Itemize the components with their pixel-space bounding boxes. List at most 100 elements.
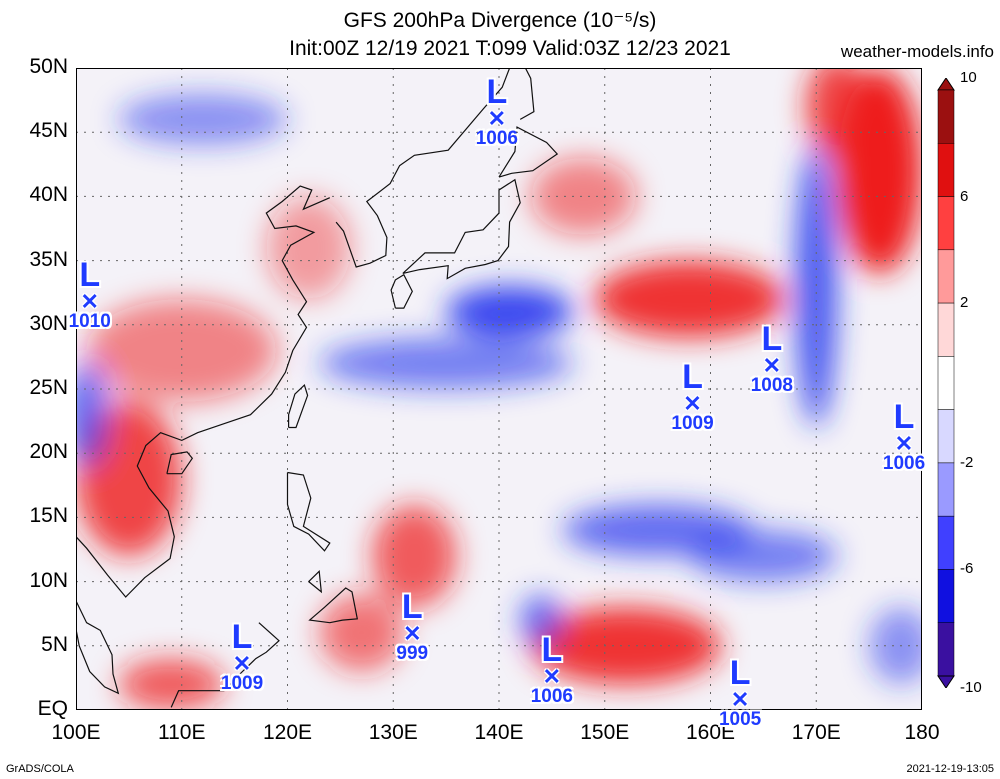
convergence-area [446, 286, 574, 338]
low-pressure-marker: L ✕ 1006 [467, 75, 527, 149]
colorbar-segment [937, 89, 955, 144]
colorbar-segment [937, 196, 955, 251]
coastline [519, 68, 535, 120]
colorbar-tick-label: -2 [960, 453, 974, 471]
low-center-cross-icon: ✕ [232, 650, 252, 676]
low-pressure-marker: L ✕ 1008 [742, 322, 802, 396]
low-pressure-value: 1010 [68, 310, 111, 332]
low-center-cross-icon: ✕ [762, 352, 782, 378]
divergence-area [266, 196, 351, 300]
colorbar-tick-label: 6 [960, 187, 969, 205]
chart-title: GFS 200hPa Divergence (10⁻⁵/s) [343, 9, 657, 32]
colorbar-segment [937, 409, 955, 464]
colorbar-tick-label: 10 [960, 69, 977, 86]
latitude-tick-label: 35N [29, 247, 68, 271]
low-symbol: L [893, 398, 915, 437]
convergence-area [795, 145, 838, 428]
low-pressure-value: 1009 [671, 413, 714, 435]
low-pressure-marker: L ✕ 1006 [522, 633, 582, 707]
divergence-area [530, 157, 637, 235]
low-pressure-value: 1006 [475, 128, 519, 150]
coastline [498, 126, 559, 178]
low-pressure-marker: L ✕ 1010 [60, 258, 120, 332]
low-pressure-value: 999 [396, 643, 429, 665]
low-symbol: L [486, 73, 508, 112]
colorbar-bottom-arrow [937, 675, 955, 688]
convergence-area [118, 93, 288, 146]
coastlines [76, 68, 559, 710]
latitude-tick-label: 25N [29, 376, 68, 399]
low-center-cross-icon: ✕ [683, 391, 702, 417]
colorbar-segment [937, 622, 955, 677]
timestamp: 2021-12-19-13:05 [906, 763, 994, 775]
low-symbol: L [729, 653, 751, 692]
coastline [76, 600, 120, 695]
divergence-area [319, 594, 404, 672]
latitude-tick-label: 5N [41, 632, 68, 656]
convergence-area [869, 607, 922, 685]
colorbar-tick-label: 2 [960, 294, 969, 312]
low-pressure-marker: L ✕ 1006 [874, 400, 934, 474]
colorbar-segment [937, 249, 955, 304]
divergence-area [530, 607, 722, 685]
convergence-area [689, 530, 838, 582]
low-pressure-value: 1006 [882, 453, 926, 475]
site-credit: weather-models.info [840, 42, 994, 61]
colorbar-segment [937, 569, 955, 623]
coastline [170, 622, 280, 708]
low-center-cross-icon: ✕ [403, 621, 422, 647]
colorbar-top-arrow [937, 78, 955, 91]
colorbar-segment [937, 302, 955, 357]
coastline [335, 68, 511, 268]
low-pressure-value: 1009 [220, 672, 264, 694]
longitude-tick-label: 110E [158, 721, 206, 744]
divergence-area [118, 658, 225, 710]
divergence-map [76, 68, 922, 710]
colorbar-segment [937, 515, 955, 570]
coastline [390, 273, 413, 309]
latitude-tick-label: 45N [29, 119, 68, 143]
low-symbol: L [761, 319, 783, 358]
low-pressure-marker: L ✕ 1009 [212, 620, 272, 694]
low-symbol: L [401, 588, 423, 627]
convergence-area [76, 363, 108, 467]
longitude-tick-label: 170E [791, 721, 841, 744]
colorbar-tick-label: -10 [960, 679, 982, 696]
low-symbol: L [231, 617, 253, 656]
low-center-cross-icon: ✕ [80, 288, 99, 314]
low-symbol: L [541, 630, 563, 669]
low-symbol: L [79, 255, 101, 294]
latitude-tick-label: EQ [37, 697, 68, 720]
longitude-tick-label: 120E [262, 721, 313, 744]
low-pressure-marker: L ✕ 1005 [710, 656, 770, 730]
longitude-tick-label: 160E [685, 721, 736, 744]
low-pressure-marker: L ✕ 999 [382, 590, 442, 664]
coastline [308, 569, 323, 594]
coastline [308, 587, 359, 624]
coastline [76, 185, 331, 598]
chart-subtitle: Init:00Z 12/19 2021 T:099 Valid:03Z 12/2… [289, 37, 731, 60]
low-symbol: L [682, 358, 703, 397]
convergence-area [520, 594, 563, 646]
low-center-cross-icon: ✕ [894, 431, 914, 457]
low-pressure-value: 1006 [530, 685, 574, 707]
convergence-area [319, 337, 574, 389]
latitude-tick-label: 20N [29, 440, 68, 464]
low-center-cross-icon: ✕ [542, 663, 562, 689]
coastline [166, 451, 194, 475]
coastline [288, 384, 309, 429]
software-credit: GrADS/COLA [6, 763, 74, 775]
longitude-tick-label: 140E [474, 721, 524, 744]
longitude-tick-label: 180 [904, 721, 940, 744]
coastline [402, 178, 521, 280]
latitude-tick-label: 40N [29, 183, 68, 207]
latitude-tick-label: 10N [29, 568, 68, 592]
gridlines [76, 68, 922, 710]
longitude-tick-label: 150E [580, 721, 630, 744]
latitude-tick-label: 30N [29, 311, 68, 335]
low-pressure-marker: L ✕ 1009 [663, 360, 723, 434]
colorbar-segment [937, 143, 955, 197]
latitude-tick-label: 50N [29, 55, 68, 78]
colorbar [937, 78, 955, 688]
coastline [286, 471, 331, 552]
